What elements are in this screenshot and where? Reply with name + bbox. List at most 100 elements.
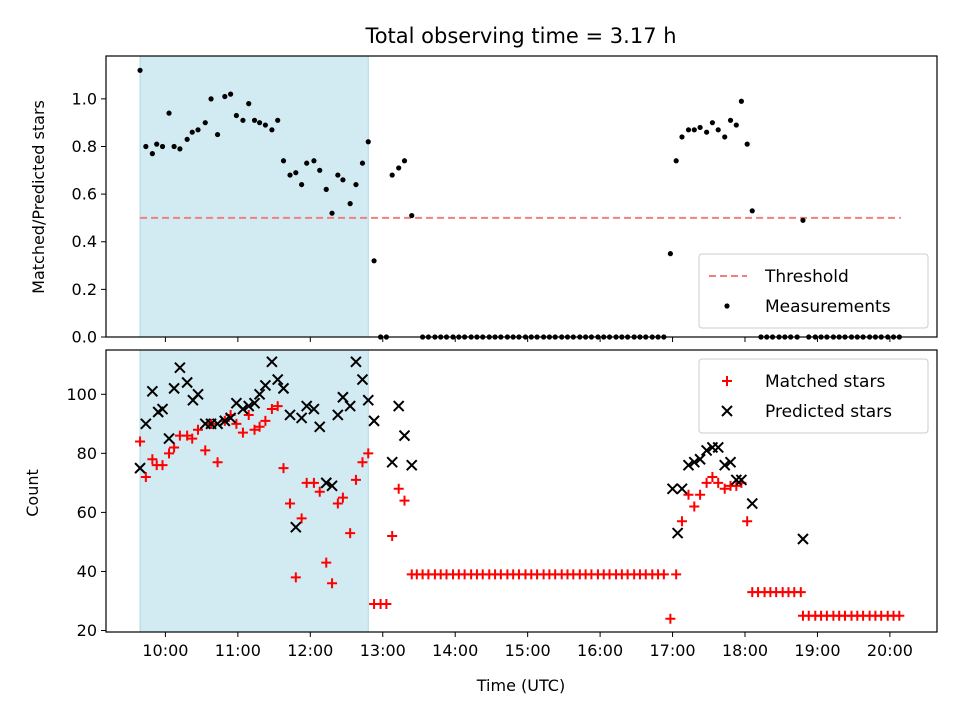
predicted-star-point (295, 412, 308, 424)
matched-star-point (795, 587, 806, 598)
axes-frame (105, 349, 938, 633)
predicted-star-point (406, 459, 418, 471)
matched-star-point (231, 418, 242, 429)
measurement-point (667, 251, 673, 257)
measurement-point (262, 122, 268, 128)
matched-star-point (676, 516, 687, 527)
measurement-point (304, 160, 310, 166)
predicted-star-point (300, 400, 313, 412)
observing-interval-shading (139, 349, 369, 633)
predicted-star-point (237, 403, 249, 415)
predicted-star-point (350, 356, 362, 368)
measurement-point (202, 120, 208, 126)
matched-star-point (278, 463, 289, 474)
measurement-point (166, 110, 172, 116)
series-predicted-stars (134, 356, 809, 545)
measurement-point (396, 165, 402, 171)
matched-star-point (140, 471, 151, 482)
predicted-star-point (192, 388, 204, 401)
measurement-point (329, 210, 335, 216)
predicted-star-point (163, 432, 175, 445)
measurement-point (749, 208, 755, 214)
x-tick-label: 16:00 (577, 641, 623, 660)
matched-star-point (321, 557, 332, 568)
measurement-point (389, 172, 395, 178)
predicted-star-point (259, 379, 272, 392)
matched-star-point (157, 460, 168, 471)
predicted-star-point (146, 385, 159, 398)
predicted-star-point (676, 483, 688, 495)
predicted-star-point (344, 400, 356, 412)
axes-frame (105, 55, 938, 338)
legend: Matched stars Predicted stars (698, 358, 929, 434)
matched-star-point (742, 516, 753, 527)
predicted-star-point (211, 418, 224, 430)
measurement-point (189, 129, 195, 135)
y-tick-label: 100 (66, 385, 97, 404)
predicted-star-point (271, 373, 284, 386)
measurement-point (222, 93, 228, 100)
observing-interval-shading (139, 55, 369, 338)
matched-star-point (393, 483, 404, 494)
y-tick-label: 1.0 (72, 89, 97, 108)
measurement-point (715, 127, 721, 133)
bottom-panel: 20 40 60 80 100 10:00 11:00 12:00 13:00 14:00 15:0… (66, 349, 938, 660)
x-tick-label: 10:00 (142, 641, 188, 660)
measurement-point (709, 120, 716, 126)
y-tick-label: 40 (77, 562, 97, 581)
y-tick-label: 20 (77, 621, 97, 640)
measurement-point (353, 181, 359, 188)
matched-star-point (345, 528, 356, 539)
legend-label: Threshold (764, 267, 849, 287)
matched-star-point (327, 578, 338, 589)
predicted-star-point (314, 421, 326, 433)
measurement-point (733, 122, 739, 128)
y-tick-label: 0.4 (72, 232, 97, 251)
matched-star-point (731, 480, 742, 491)
measurement-point (744, 141, 750, 147)
predicted-star-point (392, 400, 405, 412)
measurement-point (317, 167, 323, 173)
matched-star-point (243, 409, 254, 420)
predicted-star-point (666, 483, 679, 495)
predicted-star-point (266, 356, 278, 368)
measurement-point (269, 127, 275, 133)
x-tick-label: 20:00 (867, 641, 913, 660)
matched-star-point (237, 427, 248, 438)
matched-star-point (169, 442, 180, 453)
measurement-point (293, 170, 299, 176)
matched-star-point (260, 415, 271, 426)
matched-star-point (249, 424, 260, 435)
matched-star-point (296, 513, 307, 524)
matched-star-point (350, 474, 361, 485)
matched-star-point (719, 483, 730, 494)
measurement-point (673, 158, 679, 164)
matched-star-point (683, 489, 694, 500)
x-tick-label: 12:00 (287, 641, 333, 660)
measurement-point (159, 143, 166, 150)
predicted-star-point (688, 456, 701, 468)
bottom-y-axis-label: Count (23, 469, 42, 517)
matched-star-point (290, 572, 301, 583)
predicted-star-point (746, 497, 758, 510)
measurement-point (287, 172, 293, 178)
measurement-point (177, 146, 183, 152)
matched-star-point (658, 569, 669, 580)
measurement-point (299, 181, 305, 188)
measurement-point (738, 98, 744, 104)
predicted-star-point (277, 382, 290, 395)
predicted-star-point (156, 403, 169, 415)
matched-star-point (701, 477, 712, 488)
predicted-star-point (290, 521, 302, 533)
predicted-star-point (368, 415, 380, 427)
predicted-star-point (356, 373, 369, 386)
x-tick-label: 15:00 (505, 641, 551, 660)
measurement-point (275, 117, 281, 123)
measurement-point (251, 117, 258, 123)
x-tick-label: 13:00 (360, 641, 406, 660)
measurement-point (256, 120, 263, 126)
legend-box (698, 358, 929, 434)
x-tick-label: 18:00 (722, 641, 768, 660)
predicted-star-point (735, 474, 748, 486)
